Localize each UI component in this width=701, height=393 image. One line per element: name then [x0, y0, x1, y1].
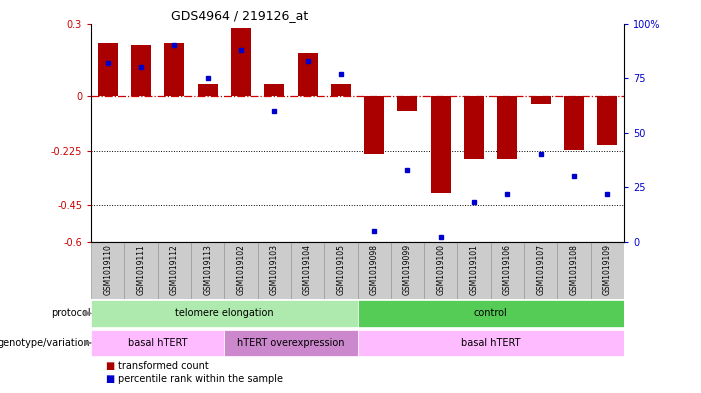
Bar	[98, 43, 118, 96]
Bar	[464, 96, 484, 159]
Bar	[531, 96, 550, 103]
Bar	[524, 242, 557, 299]
Bar	[324, 242, 358, 299]
Text: GSM1019109: GSM1019109	[603, 244, 612, 295]
Bar	[164, 43, 184, 96]
Bar	[258, 242, 291, 299]
Bar	[491, 242, 524, 299]
Bar	[564, 96, 584, 150]
Text: GSM1019098: GSM1019098	[369, 244, 379, 295]
Text: percentile rank within the sample: percentile rank within the sample	[118, 374, 283, 384]
Bar	[358, 242, 391, 299]
Bar	[198, 84, 218, 96]
Bar	[590, 242, 624, 299]
Text: hTERT overexpression: hTERT overexpression	[237, 338, 345, 348]
Bar	[224, 330, 358, 356]
Text: basal hTERT: basal hTERT	[461, 338, 520, 348]
Bar	[358, 330, 624, 356]
Bar	[91, 330, 224, 356]
Bar	[397, 96, 418, 111]
Bar	[430, 96, 451, 193]
Bar	[264, 84, 285, 96]
Text: GSM1019101: GSM1019101	[470, 244, 479, 295]
Text: GSM1019113: GSM1019113	[203, 244, 212, 295]
Bar	[231, 28, 251, 96]
Bar	[224, 242, 258, 299]
Text: ■: ■	[105, 361, 114, 371]
Text: GSM1019105: GSM1019105	[336, 244, 346, 295]
Text: GDS4964 / 219126_at: GDS4964 / 219126_at	[171, 9, 308, 22]
Text: GSM1019100: GSM1019100	[436, 244, 445, 295]
Text: genotype/variation: genotype/variation	[0, 338, 90, 348]
Text: GSM1019107: GSM1019107	[536, 244, 545, 295]
Text: telomere elongation: telomere elongation	[175, 309, 273, 318]
Bar	[291, 242, 324, 299]
Text: GSM1019112: GSM1019112	[170, 244, 179, 295]
Text: control: control	[474, 309, 508, 318]
Bar	[358, 300, 624, 327]
Bar	[191, 242, 224, 299]
Bar	[131, 46, 151, 96]
Text: GSM1019103: GSM1019103	[270, 244, 279, 295]
Bar	[297, 53, 318, 96]
Bar	[125, 242, 158, 299]
Bar	[391, 242, 424, 299]
Text: GSM1019102: GSM1019102	[236, 244, 245, 295]
Bar	[557, 242, 591, 299]
Text: GSM1019106: GSM1019106	[503, 244, 512, 295]
Text: transformed count: transformed count	[118, 361, 208, 371]
Bar	[91, 300, 358, 327]
Bar	[597, 96, 617, 145]
Bar	[424, 242, 458, 299]
Text: basal hTERT: basal hTERT	[128, 338, 187, 348]
Bar	[91, 242, 125, 299]
Bar	[457, 242, 491, 299]
Text: GSM1019099: GSM1019099	[403, 244, 412, 295]
Text: GSM1019110: GSM1019110	[103, 244, 112, 295]
Bar	[331, 84, 351, 96]
Text: GSM1019111: GSM1019111	[137, 244, 146, 295]
Text: GSM1019104: GSM1019104	[303, 244, 312, 295]
Text: GSM1019108: GSM1019108	[569, 244, 578, 295]
Text: ■: ■	[105, 374, 114, 384]
Bar	[498, 96, 517, 159]
Text: protocol: protocol	[51, 309, 90, 318]
Bar	[365, 96, 384, 154]
Bar	[158, 242, 191, 299]
